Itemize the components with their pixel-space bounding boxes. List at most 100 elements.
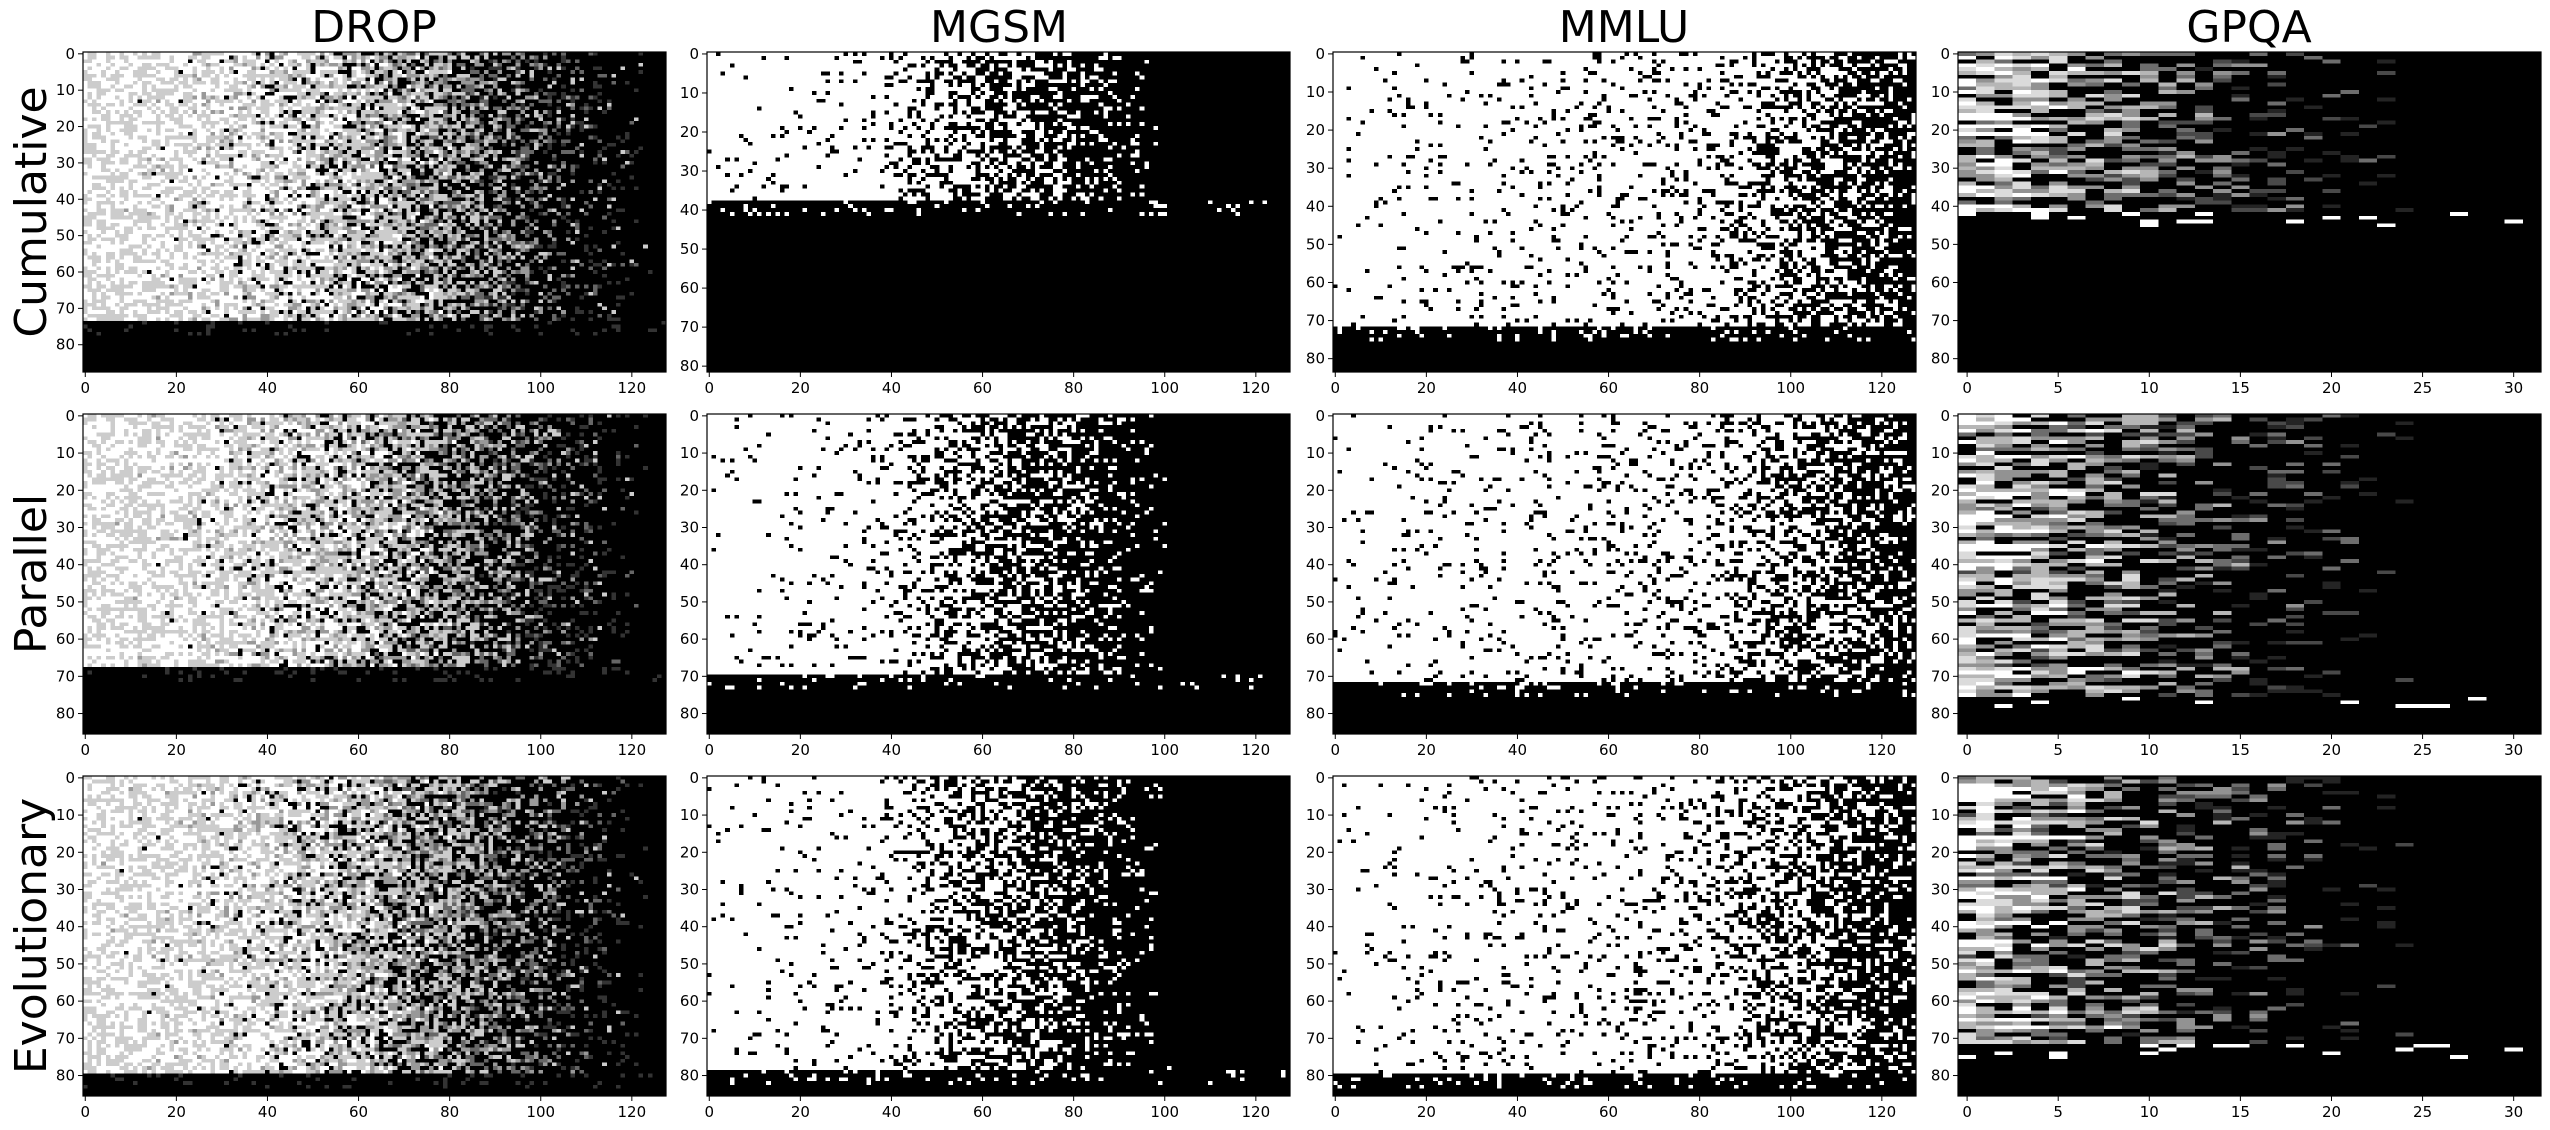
y-tick-label: 0 <box>689 45 699 63</box>
x-tick-label: 60 <box>349 741 368 759</box>
y-tick-label: 40 <box>680 918 699 936</box>
y-tick-label: 20 <box>1931 121 1950 139</box>
axis-frame <box>82 51 667 373</box>
y-tick-label: 10 <box>680 444 699 462</box>
x-tick-label: 0 <box>705 741 715 759</box>
y-tick-label: 10 <box>680 84 699 102</box>
heatmap-cells <box>1958 52 2541 372</box>
x-tick-label: 20 <box>2322 741 2341 759</box>
heatmap-cells <box>707 52 1290 372</box>
y-tick-label: 30 <box>1931 880 1950 898</box>
x-tick-label: 30 <box>2504 1103 2523 1121</box>
panel-evolutionary-gpqa: 0 5 10 15 20 25 30 0 10 20 30 40 50 60 70 80 <box>1931 769 2542 1121</box>
panel-parallel-drop: 0 20 40 60 80 100 120 0 10 20 30 40 50 60 70 80 <box>56 407 667 759</box>
y-tick-label: 10 <box>1931 806 1950 824</box>
col-title-mgsm: MGSM <box>930 2 1068 53</box>
y-tick-label: 50 <box>1931 235 1950 253</box>
y-tick-label: 50 <box>1306 955 1325 973</box>
axis-frame <box>706 775 1291 1097</box>
x-tick-label: 0 <box>705 379 715 397</box>
x-tick-label: 80 <box>1690 741 1709 759</box>
x-tick-label: 25 <box>2413 1103 2432 1121</box>
x-tick-label: 15 <box>2231 1103 2250 1121</box>
y-tick-label: 70 <box>56 667 75 685</box>
heatmap-cells <box>707 414 1290 734</box>
axis-frame <box>82 775 667 1097</box>
x-tick-label: 40 <box>1508 379 1527 397</box>
y-tick-label: 0 <box>65 769 75 787</box>
x-tick-label: 20 <box>167 1103 186 1121</box>
x-tick-label: 100 <box>1776 1103 1805 1121</box>
y-tick-label: 80 <box>1931 1067 1950 1085</box>
panel-evolutionary-mmlu: 0 20 40 60 80 100 120 0 10 20 30 40 50 60 70 80 <box>1306 769 1917 1121</box>
y-tick-label: 80 <box>1931 705 1950 723</box>
y-tick-label: 60 <box>680 279 699 297</box>
axis-frame <box>1957 775 2542 1097</box>
x-tick-label: 40 <box>258 741 277 759</box>
y-tick-label: 10 <box>1306 444 1325 462</box>
x-tick-label: 60 <box>1599 379 1618 397</box>
y-tick-label: 0 <box>1315 45 1325 63</box>
x-tick-label: 80 <box>440 379 459 397</box>
column-titles: DROP MGSM MMLU GPQA <box>311 2 2312 53</box>
axis-frame <box>706 413 1291 735</box>
y-tick-label: 70 <box>56 299 75 317</box>
panel-evolutionary-mgsm: 0 20 40 60 80 100 120 0 10 20 30 40 50 60 70 80 <box>680 769 1291 1121</box>
row-labels: Cumulative Parallel Evolutionary <box>6 86 57 1074</box>
y-tick-label: 20 <box>1306 843 1325 861</box>
x-tick-label: 100 <box>1150 1103 1179 1121</box>
y-tick-label: 20 <box>680 123 699 141</box>
x-tick-label: 80 <box>1064 741 1083 759</box>
y-tick-label: 60 <box>56 630 75 648</box>
row-label-evolutionary: Evolutionary <box>6 798 57 1074</box>
panel-cumulative-gpqa: 0 5 10 15 20 25 30 0 10 20 30 40 50 60 70 80 <box>1931 45 2542 397</box>
y-tick-label: 80 <box>680 1067 699 1085</box>
y-tick-label: 80 <box>1306 705 1325 723</box>
x-tick-label: 20 <box>791 379 810 397</box>
panel-parallel-gpqa: 0 5 10 15 20 25 30 0 10 20 30 40 50 60 70 80 <box>1931 407 2542 759</box>
y-tick-label: 0 <box>1940 45 1950 63</box>
panel-cumulative-mmlu: 0 20 40 60 80 100 120 0 10 20 30 40 50 60 70 80 <box>1306 45 1917 397</box>
y-tick-label: 30 <box>1306 159 1325 177</box>
y-tick-label: 40 <box>680 201 699 219</box>
y-tick-label: 60 <box>56 992 75 1010</box>
x-tick-label: 40 <box>882 741 901 759</box>
y-tick-label: 10 <box>680 806 699 824</box>
x-tick-label: 0 <box>705 1103 715 1121</box>
x-tick-label: 100 <box>1776 379 1805 397</box>
y-tick-label: 0 <box>1940 769 1950 787</box>
x-tick-label: 20 <box>2322 379 2341 397</box>
col-title-mmlu: MMLU <box>1559 2 1689 53</box>
x-tick-label: 15 <box>2231 741 2250 759</box>
axis-frame <box>1957 51 2542 373</box>
x-tick-label: 80 <box>440 1103 459 1121</box>
panel-cumulative-mgsm: 0 20 40 60 80 100 120 0 10 20 30 40 50 60 70 80 <box>680 45 1291 397</box>
y-tick-label: 80 <box>680 357 699 375</box>
x-tick-label: 30 <box>2504 379 2523 397</box>
axis-frame <box>1957 413 2542 735</box>
x-tick-label: 60 <box>973 741 992 759</box>
x-tick-label: 80 <box>1064 379 1083 397</box>
y-tick-label: 60 <box>680 992 699 1010</box>
y-tick-label: 50 <box>56 955 75 973</box>
x-tick-label: 120 <box>1868 379 1897 397</box>
x-tick-label: 0 <box>1962 379 1972 397</box>
x-tick-label: 120 <box>1868 741 1897 759</box>
y-tick-label: 40 <box>1931 556 1950 574</box>
x-tick-label: 120 <box>618 379 647 397</box>
x-tick-label: 100 <box>1150 741 1179 759</box>
y-tick-label: 50 <box>1931 955 1950 973</box>
heatmap-cells <box>83 414 666 734</box>
y-tick-label: 30 <box>1306 880 1325 898</box>
y-tick-label: 10 <box>1931 83 1950 101</box>
y-tick-label: 20 <box>56 481 75 499</box>
y-tick-label: 40 <box>1931 197 1950 215</box>
y-tick-label: 80 <box>56 705 75 723</box>
x-tick-label: 40 <box>1508 741 1527 759</box>
y-tick-label: 70 <box>1931 1029 1950 1047</box>
x-tick-label: 5 <box>2053 1103 2063 1121</box>
panel-parallel-mmlu: 0 20 40 60 80 100 120 0 10 20 30 40 50 60 70 80 <box>1306 407 1917 759</box>
y-tick-label: 30 <box>680 518 699 536</box>
